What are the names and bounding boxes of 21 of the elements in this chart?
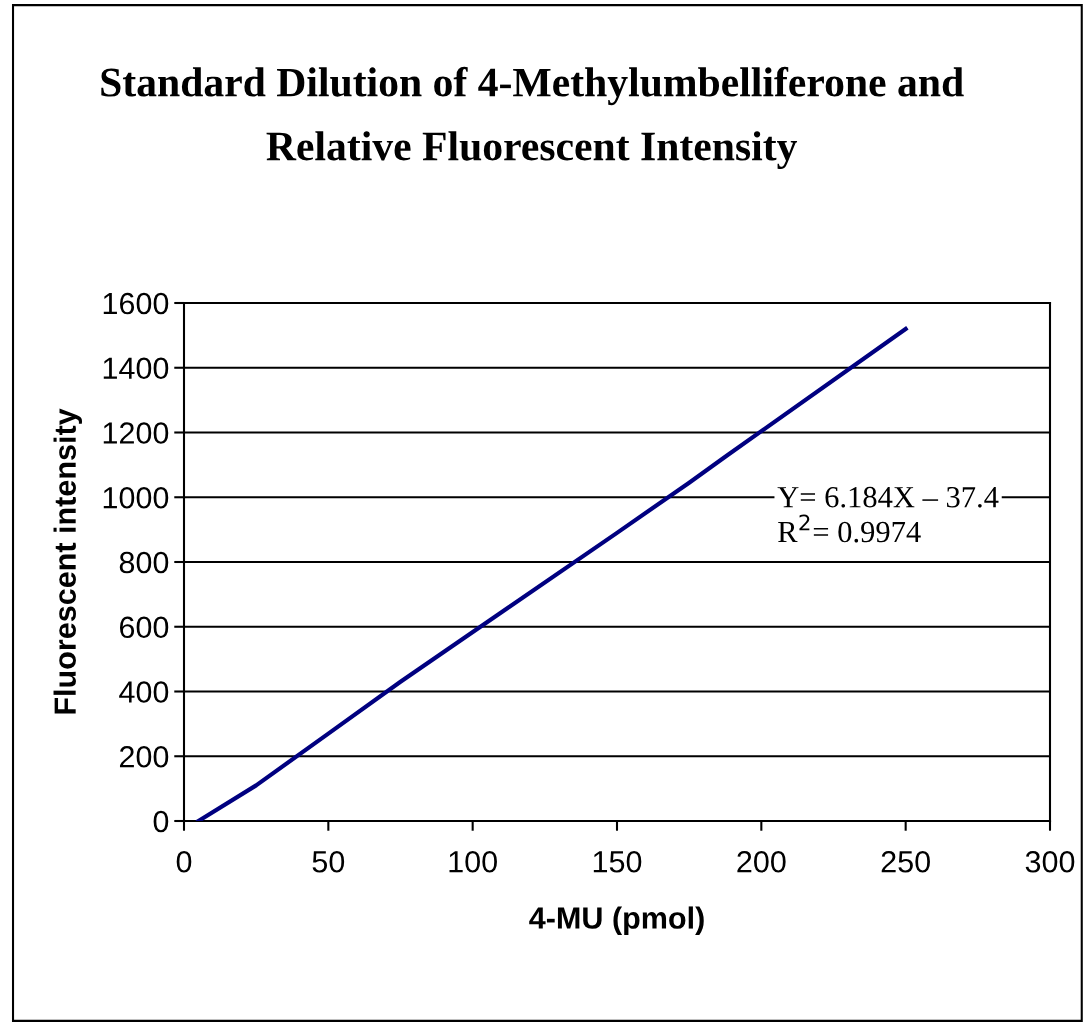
x-tick-label: 250 xyxy=(881,850,930,873)
y-tick-label: 1200 xyxy=(103,422,169,444)
y-tick-label: 200 xyxy=(119,745,169,768)
annotation: Y= 6.184X – 37.4 xyxy=(777,486,999,508)
y-axis-title: Fluorescent intensity xyxy=(53,408,83,714)
chart-title: Standard Dilution of 4-Methylumbelliferone and Relative Fluorescent Intensity xyxy=(101,66,964,170)
x-tick-label: 100 xyxy=(449,850,497,873)
x-tick-label: 0 xyxy=(176,850,192,873)
x-axis-title: 4-MU (pmol) xyxy=(529,906,704,935)
y-tick-label: 1600 xyxy=(103,292,169,315)
y-tick-label: 1000 xyxy=(103,486,169,509)
annotation: R$^{2}$= 0.9974 xyxy=(778,514,921,543)
y-tick-label: 1400 xyxy=(103,357,169,380)
y-tick-label: 0 xyxy=(153,810,169,833)
x-tick-label: 300 xyxy=(1025,850,1075,873)
x-tick-label: 150 xyxy=(593,850,642,873)
x-tick-label: 50 xyxy=(312,850,345,873)
x-tick-label: 200 xyxy=(737,850,786,873)
y-tick-label: 800 xyxy=(119,551,169,574)
y-tick-label: 400 xyxy=(119,681,169,703)
y-tick-label: 600 xyxy=(119,616,169,639)
